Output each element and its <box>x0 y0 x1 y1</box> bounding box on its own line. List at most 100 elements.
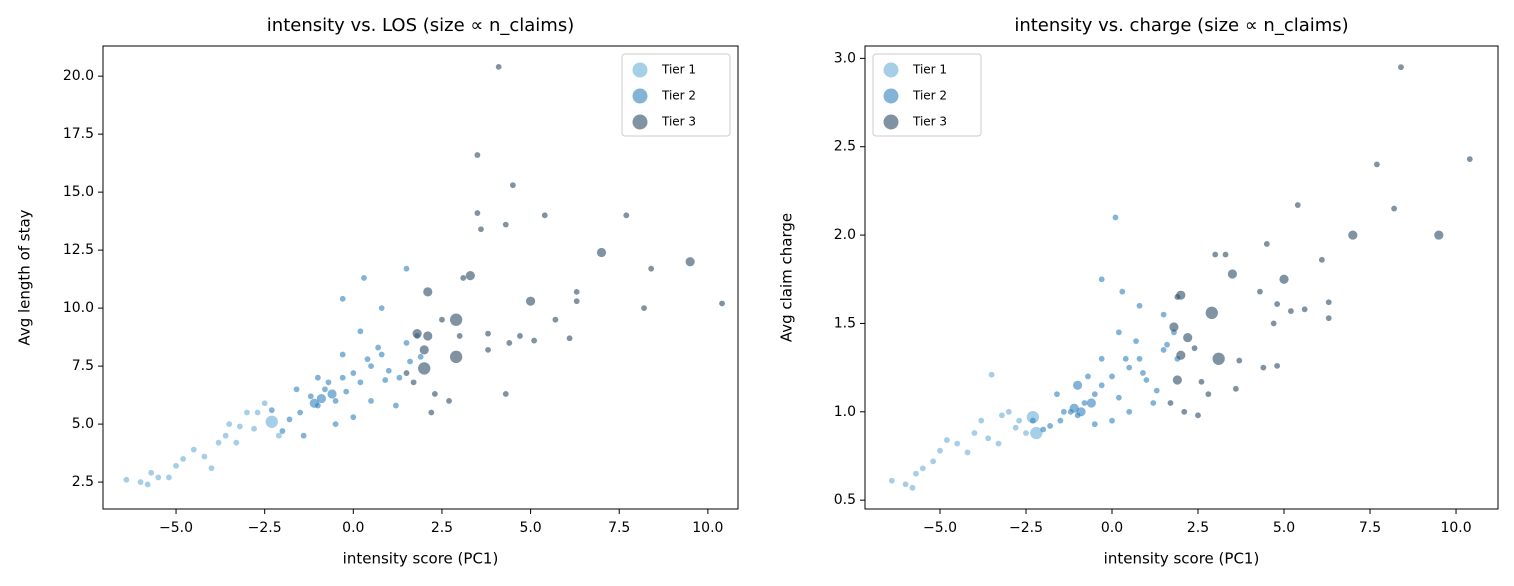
point <box>509 182 516 189</box>
point <box>930 458 937 465</box>
point <box>332 397 339 404</box>
point <box>1119 288 1126 295</box>
point <box>1294 202 1301 208</box>
point <box>1060 408 1067 415</box>
point <box>1081 400 1088 406</box>
point <box>215 439 222 446</box>
point <box>566 335 573 342</box>
point <box>1167 400 1174 406</box>
point <box>1325 299 1332 306</box>
point <box>300 432 307 439</box>
point <box>919 465 926 472</box>
plot-frame <box>102 45 739 510</box>
legend-marker <box>883 88 899 104</box>
point <box>525 296 536 306</box>
x-tick-label: 2.5 <box>1187 520 1209 536</box>
point <box>531 337 538 344</box>
point <box>1054 391 1060 398</box>
point <box>378 351 385 358</box>
x-tick-label: 0.0 <box>342 520 364 536</box>
point <box>1164 341 1170 348</box>
point <box>888 477 895 484</box>
point <box>1274 362 1281 369</box>
point <box>423 287 433 297</box>
point <box>1098 382 1105 389</box>
point <box>460 275 467 281</box>
point <box>943 437 950 443</box>
point <box>222 432 229 439</box>
legend-label: Tier 3 <box>661 115 696 129</box>
legend-marker <box>883 114 899 130</box>
point <box>1091 421 1098 428</box>
point <box>1176 350 1186 360</box>
point <box>327 389 337 399</box>
point <box>1023 430 1029 436</box>
point <box>385 367 392 374</box>
point <box>173 462 179 469</box>
point <box>1085 373 1091 380</box>
point <box>166 474 172 481</box>
point <box>1279 274 1289 284</box>
point <box>1005 408 1012 415</box>
y-tick-label: 12.5 <box>63 242 94 258</box>
point <box>368 363 374 370</box>
point <box>999 412 1005 419</box>
point <box>1122 355 1129 362</box>
point <box>1222 251 1229 258</box>
point <box>1136 302 1143 309</box>
point <box>552 316 559 323</box>
x-tick-label: 7.5 <box>608 520 630 536</box>
point <box>339 351 346 358</box>
point <box>573 288 580 295</box>
point <box>307 393 314 400</box>
point <box>261 400 268 407</box>
point <box>1136 355 1143 362</box>
point <box>1076 407 1086 417</box>
chart-title: intensity vs. charge (size ∝ n_claims) <box>1014 15 1348 36</box>
point <box>375 344 382 351</box>
point <box>502 391 509 397</box>
point <box>988 371 995 378</box>
point <box>1191 345 1198 352</box>
point <box>1126 408 1133 415</box>
point <box>123 476 130 483</box>
point <box>1181 408 1188 415</box>
point <box>449 313 463 326</box>
point <box>322 386 328 393</box>
x-tick-label: −2.5 <box>1009 520 1043 536</box>
point <box>279 428 286 434</box>
point <box>1183 332 1193 343</box>
point <box>1232 385 1239 392</box>
point <box>1160 347 1167 353</box>
point <box>137 479 144 485</box>
y-axis-label: Avg length of stay <box>16 209 34 345</box>
point <box>995 440 1002 447</box>
legend-label: Tier 3 <box>912 115 947 129</box>
point <box>410 379 417 386</box>
point <box>937 447 943 454</box>
point <box>648 265 655 272</box>
point <box>1091 391 1098 398</box>
point <box>201 453 208 460</box>
legend-label: Tier 2 <box>661 89 696 103</box>
point <box>641 305 647 312</box>
point <box>309 398 319 408</box>
y-axis-label: Avg claim charge <box>778 213 796 342</box>
point <box>412 329 422 339</box>
point <box>623 212 630 219</box>
point <box>297 409 304 416</box>
point <box>1260 364 1267 371</box>
point <box>325 379 332 386</box>
point <box>419 345 429 355</box>
point <box>1195 412 1201 419</box>
point <box>155 474 162 481</box>
legend-label: Tier 1 <box>661 63 696 77</box>
point <box>314 374 321 381</box>
point <box>446 397 452 404</box>
point <box>478 226 484 233</box>
y-tick-label: 1.5 <box>834 315 856 331</box>
point <box>1143 377 1150 383</box>
x-tick-label: −5.0 <box>159 520 193 536</box>
point <box>418 362 431 375</box>
point <box>485 330 491 337</box>
